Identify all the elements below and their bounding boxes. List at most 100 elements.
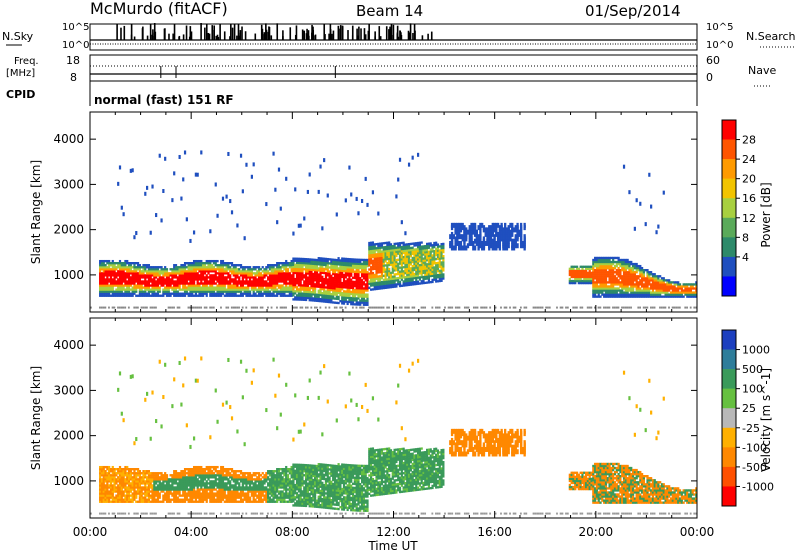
power-cell bbox=[306, 286, 309, 289]
power-cell bbox=[628, 281, 631, 284]
power-cell bbox=[330, 295, 333, 298]
power-cell bbox=[254, 266, 257, 269]
power-cell bbox=[283, 290, 286, 293]
power-cell bbox=[252, 284, 255, 287]
power-cell bbox=[304, 266, 308, 269]
power-cell bbox=[299, 263, 302, 267]
velocity-cell bbox=[100, 484, 104, 487]
power-cell bbox=[382, 264, 385, 267]
power-cell bbox=[630, 262, 633, 266]
power-cell bbox=[113, 294, 116, 297]
power-cell bbox=[243, 276, 246, 279]
power-cell bbox=[628, 295, 631, 298]
power-cell bbox=[281, 292, 284, 295]
power-cell bbox=[106, 288, 109, 291]
power-cell bbox=[299, 298, 302, 301]
power-cell bbox=[136, 264, 140, 267]
power-cell bbox=[218, 294, 221, 297]
power-cell bbox=[281, 262, 284, 265]
nsky-bar bbox=[237, 35, 240, 40]
power-cell bbox=[187, 294, 190, 297]
power-cell bbox=[422, 261, 425, 264]
power-ground-scatter bbox=[395, 306, 398, 309]
power-cell bbox=[375, 287, 378, 291]
power-cell bbox=[570, 281, 573, 285]
power-cell bbox=[355, 272, 358, 276]
power-cell bbox=[131, 294, 134, 297]
power-cell bbox=[355, 268, 358, 272]
power-cell bbox=[684, 285, 687, 288]
power-cell bbox=[628, 271, 631, 274]
power-cell bbox=[127, 272, 131, 275]
cpid-label: CPID bbox=[6, 88, 35, 101]
power-cell bbox=[359, 301, 362, 304]
power-cell bbox=[391, 259, 394, 262]
power-cell bbox=[288, 292, 291, 295]
power-cell bbox=[431, 280, 434, 284]
power-cell bbox=[156, 294, 160, 297]
power-cell bbox=[628, 279, 631, 282]
power-cell bbox=[183, 282, 187, 285]
velocity-cell bbox=[100, 486, 104, 489]
power-cell bbox=[207, 264, 210, 267]
power-ground-scatter bbox=[505, 306, 508, 309]
power-cell bbox=[359, 289, 362, 292]
power-cell bbox=[411, 269, 414, 272]
power-cell bbox=[281, 284, 284, 287]
nsky-bar bbox=[211, 25, 214, 40]
power-cell bbox=[169, 278, 172, 281]
power-cell bbox=[129, 282, 132, 285]
power-cell bbox=[673, 281, 676, 284]
power-cell bbox=[673, 289, 676, 292]
power-cell bbox=[270, 272, 273, 275]
power-cell bbox=[350, 270, 353, 273]
power-cell bbox=[174, 280, 178, 283]
nsky-bar bbox=[374, 31, 376, 40]
velocity-cell bbox=[104, 488, 107, 491]
velocity-cell bbox=[108, 494, 111, 497]
power-cell bbox=[205, 268, 208, 271]
power-cell bbox=[221, 259, 225, 263]
power-cell bbox=[438, 273, 441, 277]
power-cell bbox=[136, 284, 140, 287]
power-cell bbox=[477, 240, 480, 246]
power-cell bbox=[603, 289, 606, 292]
power-cell bbox=[680, 293, 683, 296]
velocity-cell bbox=[106, 486, 109, 489]
power-cell bbox=[286, 274, 290, 277]
power-cell bbox=[292, 275, 295, 279]
power-cell bbox=[438, 259, 441, 262]
power-cell bbox=[380, 260, 384, 263]
power-cell bbox=[370, 284, 373, 287]
power-cell bbox=[232, 286, 235, 289]
power-cell bbox=[129, 280, 132, 283]
power-cell bbox=[146, 294, 149, 297]
power-cell bbox=[592, 260, 595, 264]
power-ground-scatter bbox=[146, 306, 148, 309]
power-cell bbox=[299, 290, 302, 293]
power-cell bbox=[265, 292, 268, 295]
power-cell bbox=[640, 277, 644, 280]
power-cell bbox=[388, 267, 391, 271]
power-cell bbox=[212, 288, 216, 291]
power-cell bbox=[276, 274, 279, 277]
power-cell bbox=[285, 290, 288, 293]
power-cell bbox=[344, 198, 347, 203]
power-cell bbox=[639, 269, 642, 272]
power-cell bbox=[572, 269, 575, 273]
power-cell bbox=[118, 259, 122, 263]
power-cell bbox=[373, 243, 376, 246]
power-cell bbox=[155, 280, 158, 283]
power-cell bbox=[330, 258, 333, 261]
power-cell bbox=[344, 259, 347, 263]
power-ground-scatter bbox=[135, 306, 137, 309]
power-cell bbox=[406, 255, 409, 258]
power-cell bbox=[180, 272, 183, 275]
power-cell bbox=[220, 270, 223, 273]
power-cell bbox=[234, 292, 237, 295]
power-cell bbox=[630, 289, 633, 292]
power-cell bbox=[606, 260, 609, 264]
power-cell bbox=[426, 248, 429, 252]
power-cell bbox=[648, 291, 651, 294]
power-cell bbox=[106, 286, 109, 289]
